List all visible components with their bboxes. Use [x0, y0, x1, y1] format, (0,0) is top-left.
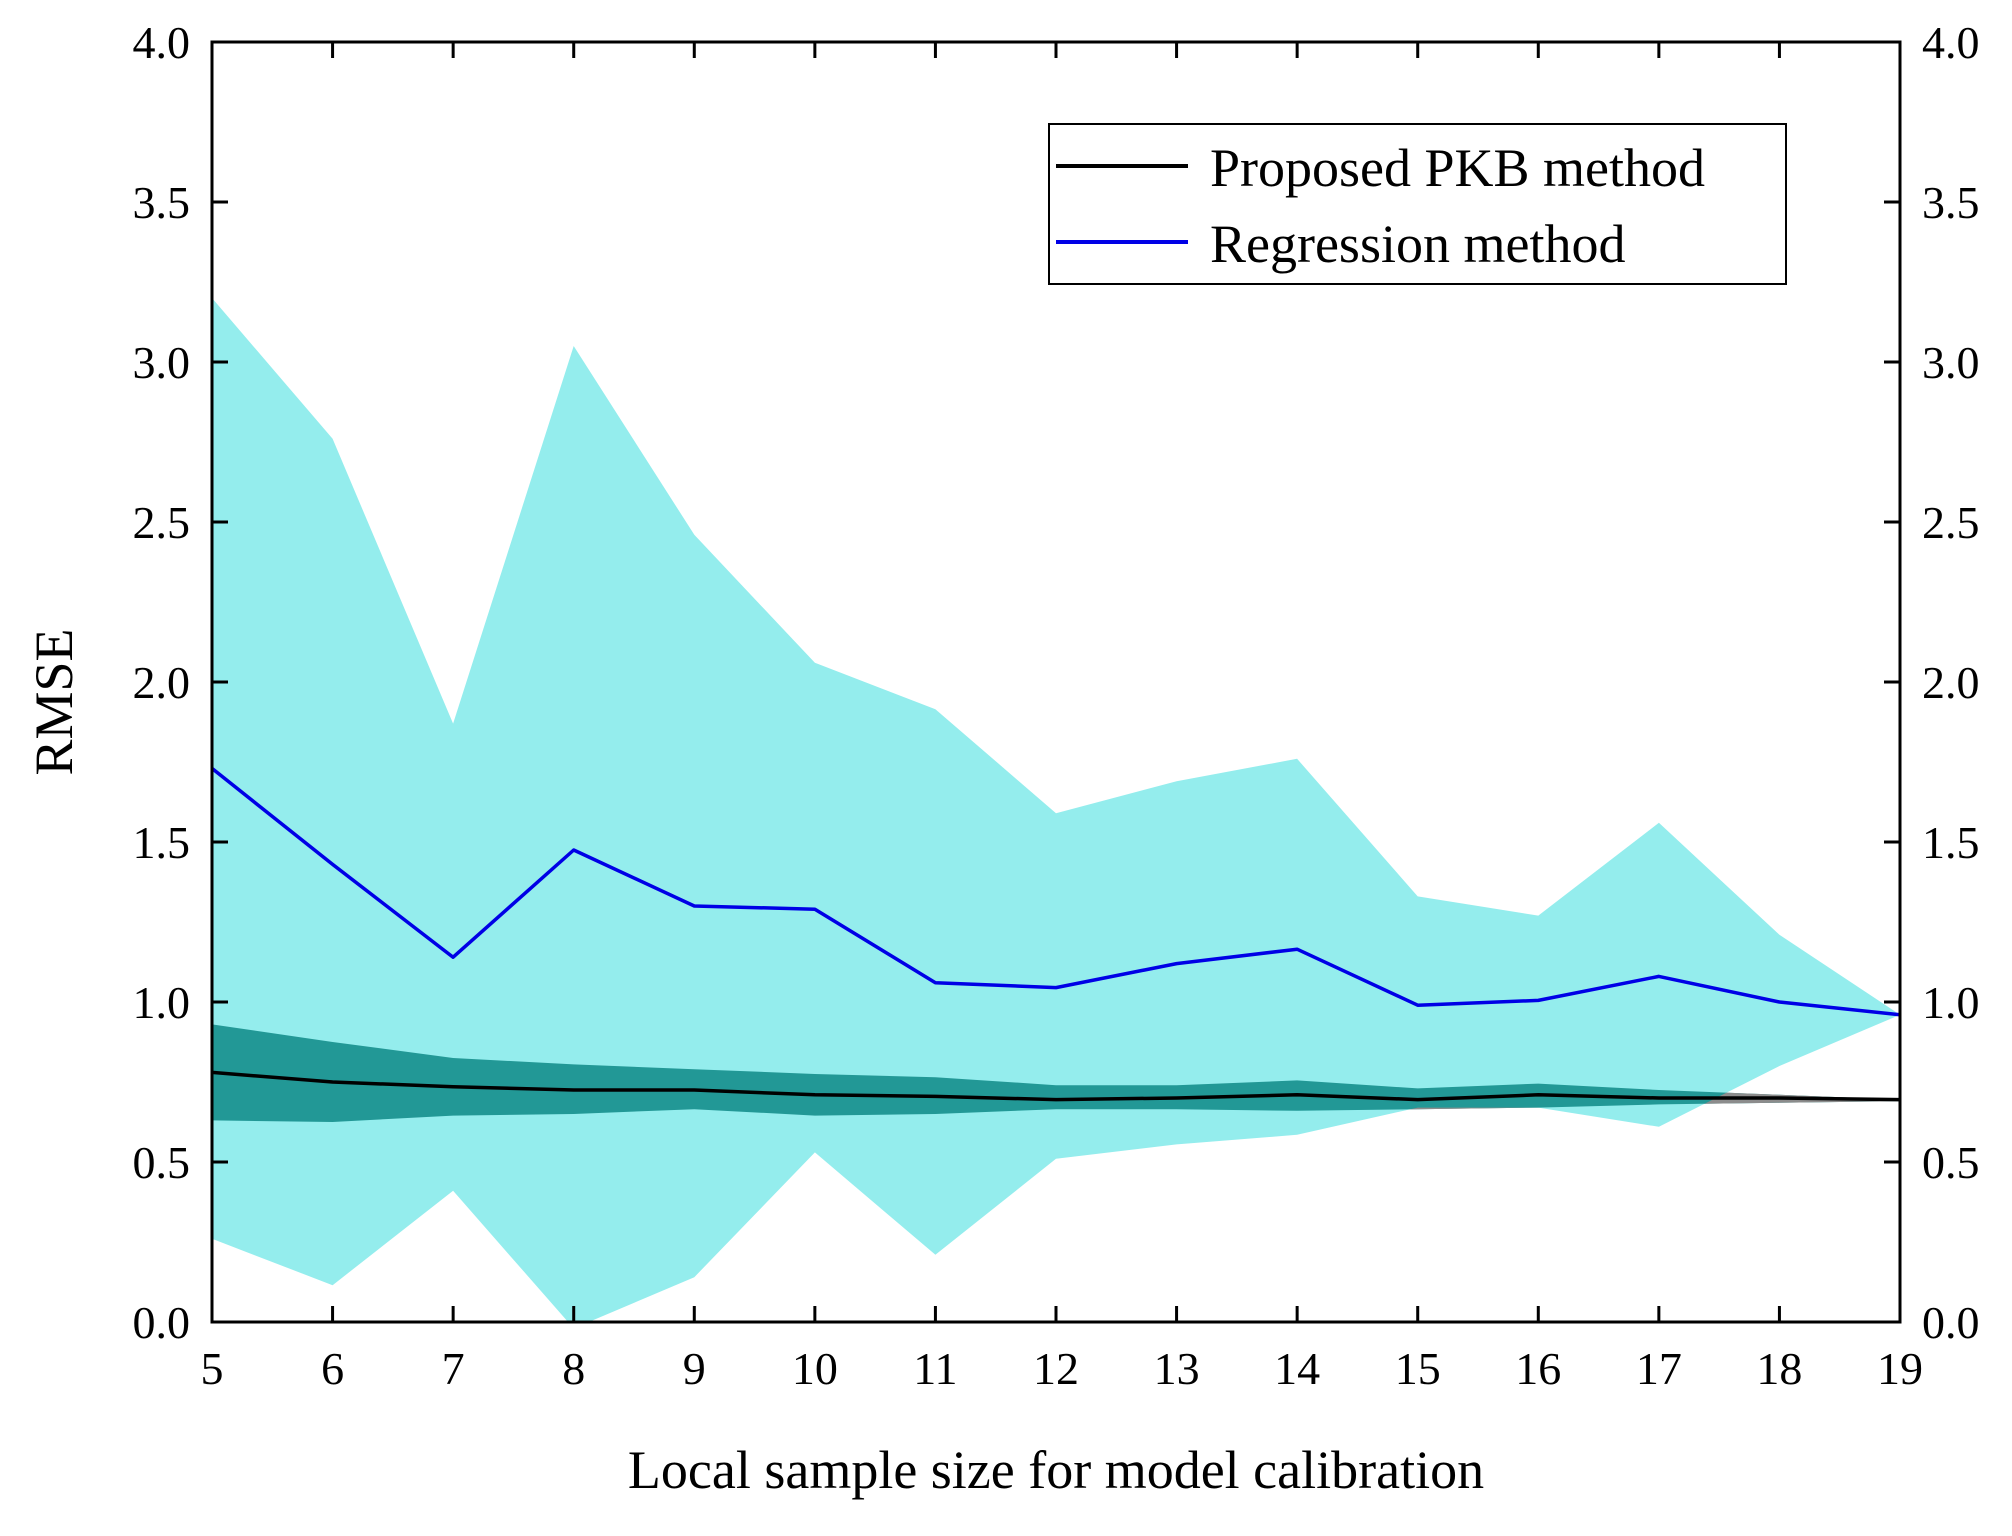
x-tick-label: 16 [1515, 1343, 1561, 1394]
x-tick-label: 7 [442, 1343, 465, 1394]
legend-label-regression: Regression method [1210, 214, 1625, 274]
x-tick-label: 10 [792, 1343, 838, 1394]
y-tick-label-right: 0.5 [1922, 1137, 1980, 1188]
axes: 5 6 7 8 9 10 11 12 13 14 15 16 17 18 190.0 0.00.5 0.51.0… [133, 17, 1980, 1394]
y-tick-label-right: 1.5 [1922, 817, 1980, 868]
x-tick-label: 9 [683, 1343, 706, 1394]
x-tick-label: 19 [1877, 1343, 1923, 1394]
proposed-pkb-line [212, 1070, 1900, 1102]
y-tick-label-left: 1.0 [133, 977, 191, 1028]
y-tick-label-left: 3.5 [133, 177, 191, 228]
y-tick-label-right: 3.5 [1922, 177, 1980, 228]
y-tick-label-right: 3.0 [1922, 337, 1980, 388]
regression-method-line [212, 767, 1900, 1017]
y-tick-label-right: 1.0 [1922, 977, 1980, 1028]
x-tick-label: 5 [201, 1343, 224, 1394]
x-tick-label: 13 [1154, 1343, 1200, 1394]
y-tick-label-left: 2.0 [133, 657, 191, 708]
y-tick-label-right: 0.0 [1922, 1297, 1980, 1348]
x-tick-label: 11 [913, 1343, 957, 1394]
y-tick-label-left: 4.0 [133, 17, 191, 68]
x-tick-label: 14 [1274, 1343, 1320, 1394]
y-tick-label-left: 0.5 [133, 1137, 191, 1188]
x-tick-label: 8 [562, 1343, 585, 1394]
plot-area [212, 298, 1900, 1322]
y-tick-label-left: 2.5 [133, 497, 191, 548]
y-tick-label-left: 1.5 [133, 817, 191, 868]
x-tick-label: 12 [1033, 1343, 1079, 1394]
x-tick-label: 6 [321, 1343, 344, 1394]
legend: Proposed PKB method Regression method [1048, 123, 1787, 285]
legend-box [1048, 123, 1787, 285]
x-tick-label: 18 [1756, 1343, 1802, 1394]
y-axis-title: RMSE [24, 628, 84, 775]
x-axis-title: Local sample size for model calibration [628, 1440, 1484, 1500]
x-tick-label: 15 [1395, 1343, 1441, 1394]
x-tick-label: 17 [1636, 1343, 1682, 1394]
y-tick-label-left: 3.0 [133, 337, 191, 388]
legend-label-proposed-pkb: Proposed PKB method [1210, 138, 1705, 198]
y-tick-label-right: 2.5 [1922, 497, 1980, 548]
y-tick-label-left: 0.0 [133, 1297, 191, 1348]
y-tick-label-right: 2.0 [1922, 657, 1980, 708]
regression-confidence-band [212, 298, 1900, 1322]
y-tick-label-right: 4.0 [1922, 17, 1980, 68]
